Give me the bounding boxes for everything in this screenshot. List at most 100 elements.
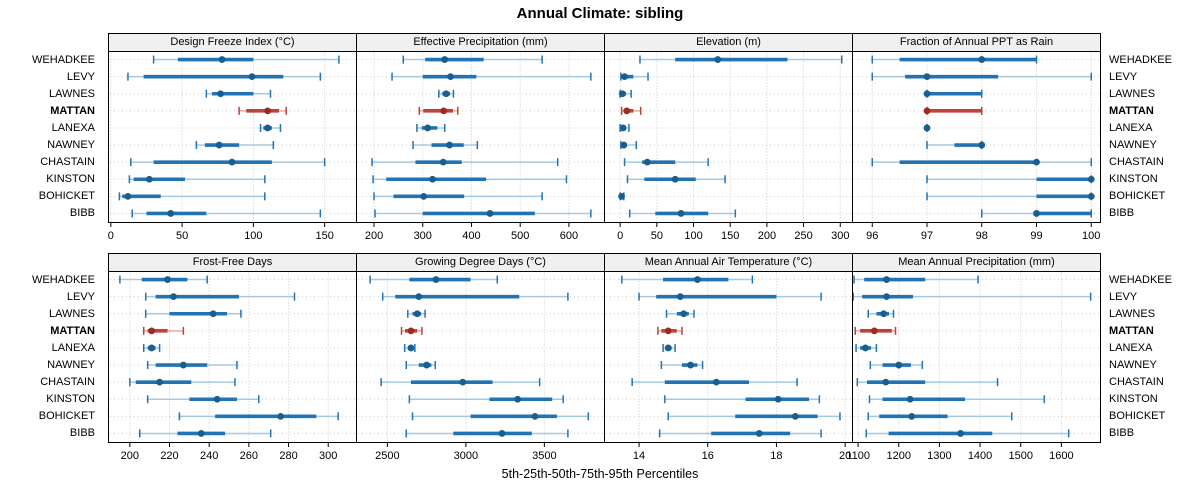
x-tick-label: 1500 xyxy=(1008,450,1032,462)
median-dot xyxy=(277,412,285,420)
x-tick-label: 220 xyxy=(160,450,178,462)
panel-plot xyxy=(604,51,853,223)
x-tick-label: 97 xyxy=(921,230,933,242)
percentile-row-bibb xyxy=(110,209,355,218)
median-dot xyxy=(774,395,782,403)
site-label-bohicket: BOHICKET xyxy=(38,410,95,423)
percentile-row-lanexa xyxy=(854,123,1099,132)
percentile-row-lawnes xyxy=(110,89,355,98)
gridlines xyxy=(638,272,846,442)
median-dot xyxy=(957,430,964,437)
median-dot xyxy=(862,344,869,352)
panel-plot xyxy=(852,271,1101,443)
percentile-row-mattan xyxy=(110,326,355,335)
percentile-row-mattan xyxy=(358,106,603,115)
x-axis: 200 220 240 260 280 300 xyxy=(121,443,337,462)
percentile-row-mattan xyxy=(606,106,851,115)
median-dot xyxy=(423,361,431,369)
x-tick-label: 98 xyxy=(976,230,988,242)
percentile-row-chastain xyxy=(606,158,851,167)
x-tick-label: 1200 xyxy=(887,450,911,462)
percentile-row-levy xyxy=(358,72,603,81)
percentile-row-nawney xyxy=(854,361,1099,370)
median-dot xyxy=(218,56,226,63)
panel-border xyxy=(852,51,1101,223)
percentile-row-wehadkee xyxy=(110,275,355,284)
median-dot xyxy=(197,430,205,437)
x-tick-label: 240 xyxy=(200,450,218,462)
percentile-row-nawney xyxy=(110,141,355,150)
percentile-row-kinston xyxy=(358,175,603,184)
percentile-row-nawney xyxy=(854,141,1099,150)
x-tick-label: 250 xyxy=(794,230,812,242)
median-dot xyxy=(978,141,986,149)
percentile-row-lanexa xyxy=(606,123,851,132)
site-label-lanexa: LANEXA xyxy=(51,121,95,134)
percentile-row-nawney xyxy=(110,361,355,370)
percentile-row-levy xyxy=(110,72,355,81)
median-dot xyxy=(441,56,449,63)
site-label-levy: LEVY xyxy=(66,70,95,83)
median-dot xyxy=(156,378,163,386)
median-dot xyxy=(215,141,223,149)
median-dot xyxy=(870,327,878,335)
percentile-row-kinston xyxy=(110,175,355,184)
median-dot xyxy=(213,395,221,403)
panel-plot xyxy=(356,51,605,223)
median-dot xyxy=(664,327,672,335)
median-dot xyxy=(895,361,903,369)
panel-strip: Elevation (m) xyxy=(604,33,853,52)
gridlines xyxy=(619,52,841,222)
percentile-row-bibb xyxy=(854,209,1099,218)
percentile-row-bibb xyxy=(110,429,355,438)
x-tick-label: 14 xyxy=(633,450,645,462)
percentile-row-chastain xyxy=(110,378,355,387)
site-label-nawney: NAWNEY xyxy=(47,359,95,372)
site-label-mattan: MATTAN xyxy=(50,324,95,337)
x-tick-label: 96 xyxy=(866,230,878,242)
panel-plot xyxy=(108,51,357,223)
median-dot xyxy=(623,107,631,115)
site-label-lawnes: LAWNES xyxy=(48,307,95,320)
median-dot xyxy=(1087,192,1095,200)
percentile-row-lanexa xyxy=(110,123,355,132)
x-axis: 96 97 98 99 100 xyxy=(866,223,1100,242)
site-label-mattan: MATTAN xyxy=(50,104,95,117)
percentile-row-kinston xyxy=(854,175,1099,184)
x-axis: 200 300 400 500 600 xyxy=(365,223,578,242)
x-tick-label: 200 xyxy=(121,450,139,462)
percentile-row-wehadkee xyxy=(606,275,851,284)
median-dot xyxy=(531,412,539,420)
median-dot xyxy=(621,73,628,81)
x-axis: 0 50 100 150 xyxy=(108,223,334,242)
median-dot xyxy=(908,412,916,420)
median-dot xyxy=(164,276,171,283)
x-tick-label: 100 xyxy=(1082,230,1100,242)
median-dot xyxy=(712,378,720,386)
median-dot xyxy=(618,90,626,98)
percentile-row-nawney xyxy=(358,361,603,370)
percentile-row-bohicket xyxy=(854,192,1099,201)
panel-strip: Growing Degree Days (°C) xyxy=(356,253,605,272)
panel-plot xyxy=(852,51,1101,223)
median-dot xyxy=(664,344,672,352)
percentile-row-bibb xyxy=(358,209,603,218)
site-label-kinston: KINSTON xyxy=(46,173,95,186)
median-dot xyxy=(680,310,688,318)
percentile-row-kinston xyxy=(606,175,851,184)
percentile-row-bibb xyxy=(606,209,851,218)
median-dot xyxy=(420,192,428,200)
site-label-bibb: BIBB xyxy=(69,427,95,440)
median-dot xyxy=(228,158,236,166)
median-dot xyxy=(432,276,440,283)
x-tick-label: 150 xyxy=(721,230,739,242)
site-label-lawnes: LAWNES xyxy=(1109,307,1156,320)
site-label-bohicket: BOHICKET xyxy=(1109,410,1166,423)
x-tick-label: 3500 xyxy=(532,450,556,462)
x-tick-label: 1400 xyxy=(968,450,992,462)
median-dot xyxy=(671,175,679,183)
site-label-nawney: NAWNEY xyxy=(1109,359,1157,372)
site-label-bohicket: BOHICKET xyxy=(1109,190,1166,203)
x-axis: 0 50 100 150 200 250 300 xyxy=(617,223,849,242)
median-dot xyxy=(148,344,156,352)
